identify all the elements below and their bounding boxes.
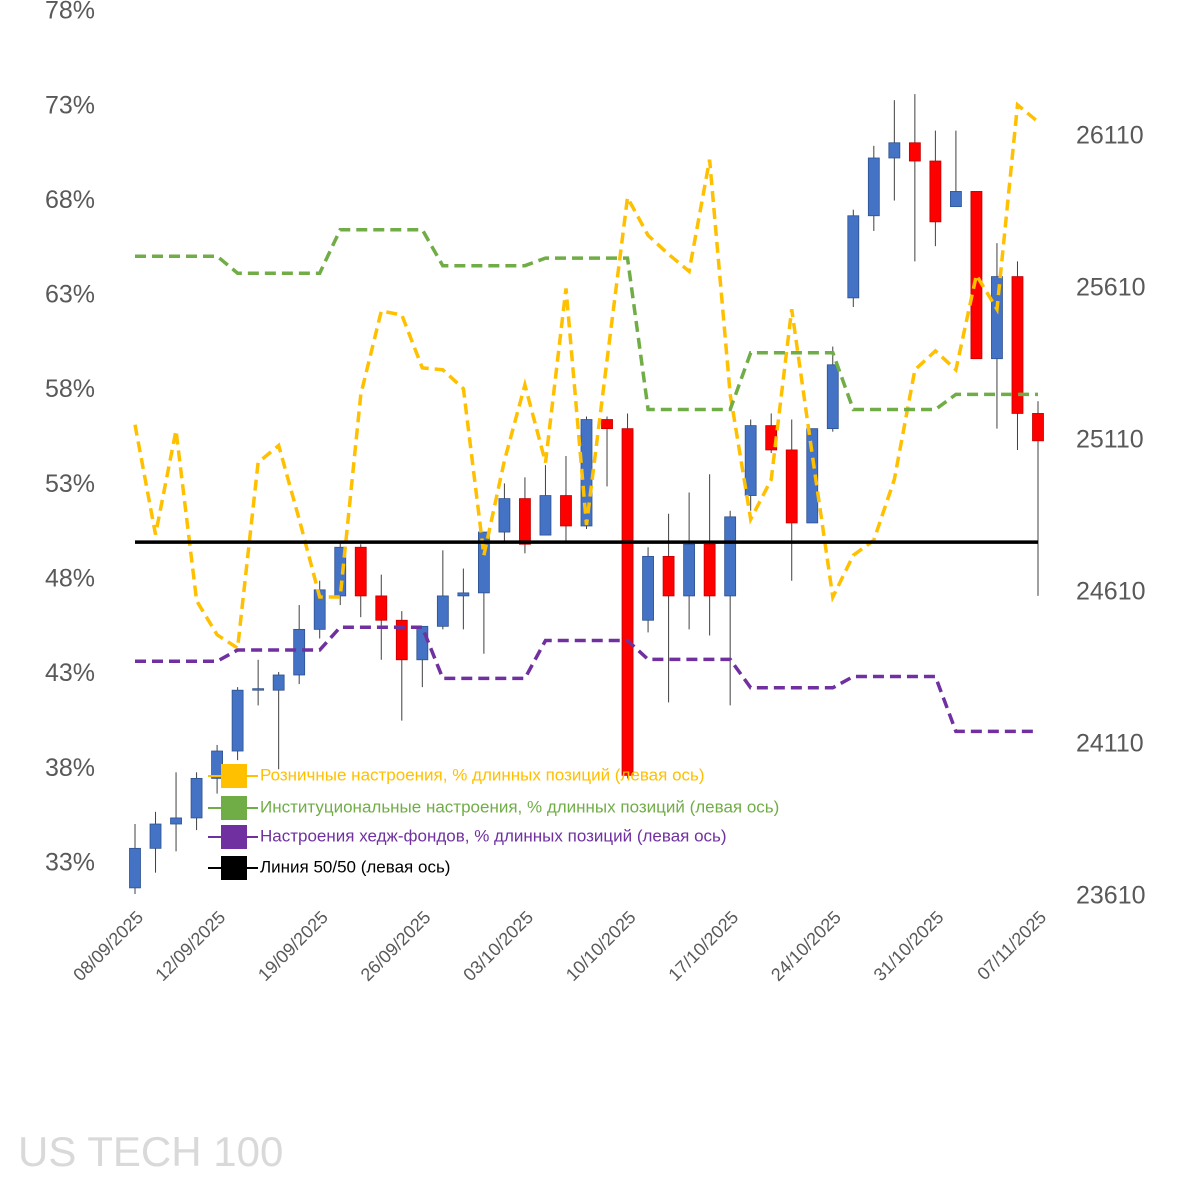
watermark: US TECH 100: [18, 1128, 283, 1175]
legend-label: Линия 50/50 (левая ось): [260, 857, 450, 876]
x-tick-label: 12/09/2025: [151, 907, 229, 985]
x-tick-label: 17/10/2025: [664, 907, 742, 985]
candle-body: [190, 777, 203, 819]
candle-body: [498, 498, 511, 533]
candle-body: [621, 428, 634, 776]
candle-body: [1011, 276, 1024, 414]
x-tick-label: 08/09/2025: [69, 907, 147, 985]
x-tick-label: 24/10/2025: [767, 907, 845, 985]
y-tick-label: 53%: [45, 470, 95, 498]
y-tick-label: 48%: [45, 565, 95, 593]
sentiment-line: [133, 101, 1040, 652]
candle-body: [211, 750, 223, 779]
y2-tick-label: 25110: [1076, 425, 1144, 453]
candle-body: [395, 619, 408, 661]
legend-swatch: [221, 856, 247, 880]
candle-body: [826, 364, 839, 430]
candle-body: [231, 689, 244, 752]
candle-body: [601, 419, 613, 430]
candle-body: [683, 543, 696, 597]
candle-body: [519, 498, 531, 545]
y-tick-label: 33%: [45, 848, 95, 876]
candle-body: [354, 546, 367, 597]
candle-body: [375, 595, 388, 621]
candle-body: [703, 543, 716, 597]
candle-body: [129, 847, 141, 889]
y-tick-label: 58%: [45, 375, 95, 403]
legend-label: Розничные настроения, % длинных позиций …: [260, 765, 705, 784]
candle-body: [272, 674, 285, 691]
candle-body: [334, 546, 347, 597]
candle-body: [867, 157, 880, 217]
candle-body: [908, 142, 921, 162]
y-tick-label: 78%: [45, 0, 95, 25]
x-tick-label: 03/10/2025: [459, 907, 537, 985]
candle-body: [1032, 413, 1044, 442]
candle-body: [970, 191, 983, 360]
y-tick-label: 73%: [45, 91, 95, 119]
y2-tick-label: 24110: [1076, 730, 1144, 758]
candle-body: [313, 589, 326, 630]
legend-swatch: [221, 825, 247, 849]
candle-body: [785, 449, 798, 524]
candle-body: [436, 595, 449, 627]
candle-body: [724, 516, 737, 597]
y-tick-label: 43%: [45, 659, 95, 687]
sentiment-line: [135, 625, 1038, 734]
y2-tick-label: 25610: [1076, 273, 1146, 301]
candle-body: [806, 428, 819, 524]
x-tick-label: 19/09/2025: [254, 907, 332, 985]
y-tick-label: 38%: [45, 754, 95, 782]
legend-swatch: [221, 796, 247, 820]
candle-body: [170, 817, 182, 825]
candle-body: [847, 215, 860, 299]
legend-swatch: [221, 764, 247, 788]
candle-body: [888, 142, 901, 159]
candle-body: [950, 191, 962, 208]
candle-body: [642, 555, 654, 621]
y2-tick-label: 26110: [1076, 121, 1144, 149]
candle-body: [929, 160, 942, 223]
candle-body: [293, 628, 306, 676]
x-tick-label: 10/10/2025: [562, 907, 640, 985]
candle-body: [744, 425, 757, 496]
legend-label: Настроения хедж-фондов, % длинных позици…: [260, 826, 727, 845]
candle-body: [477, 531, 490, 594]
legend-label: Институциональные настроения, % длинных …: [260, 797, 779, 816]
candle-body: [457, 592, 470, 597]
y2-tick-label: 23610: [1076, 882, 1146, 910]
sentiment-line: [135, 227, 1038, 412]
x-tick-label: 31/10/2025: [870, 907, 948, 985]
candle-body: [252, 688, 265, 691]
x-tick-label: 07/11/2025: [973, 907, 1050, 984]
candle-body: [991, 276, 1003, 360]
y-tick-label: 63%: [45, 281, 95, 309]
x-tick-label: 26/09/2025: [357, 907, 435, 985]
candle-body: [539, 495, 552, 536]
candle-body: [560, 495, 572, 527]
y-tick-label: 68%: [45, 186, 95, 214]
y2-tick-label: 24610: [1076, 577, 1146, 605]
candle-body: [149, 823, 162, 849]
candle-body: [416, 625, 429, 661]
candle-body: [662, 555, 675, 597]
